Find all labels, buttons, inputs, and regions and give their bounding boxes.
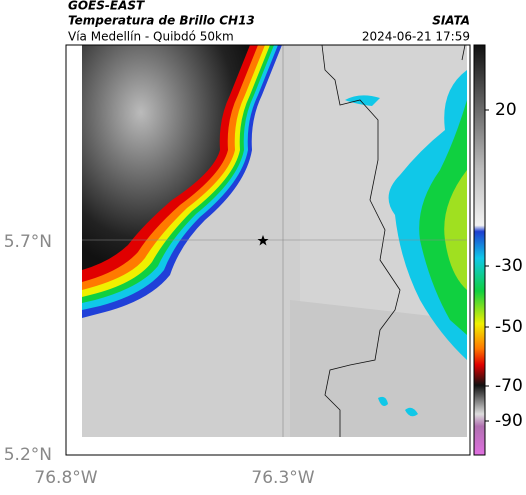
lon-label: 76.3°W bbox=[251, 468, 314, 488]
colorbar-ticks bbox=[485, 109, 489, 422]
route: Vía Medellín - Quibdó 50km bbox=[68, 30, 234, 44]
timestamp: 2024-06-21 17:59 bbox=[362, 30, 470, 44]
agency: SIATA bbox=[432, 14, 470, 28]
satellite-image bbox=[82, 44, 467, 437]
colorbar-tick-label: -70 bbox=[495, 376, 523, 396]
lon-label: 76.8°W bbox=[34, 468, 97, 488]
lat-label: 5.7°N bbox=[4, 232, 52, 252]
colorbar-tick-label: 20 bbox=[495, 100, 517, 120]
lat-label: 5.2°N bbox=[4, 445, 52, 465]
product: Temperatura de Brillo CH13 bbox=[68, 14, 255, 28]
colorbar-tick-label: -50 bbox=[495, 317, 523, 337]
colorbar bbox=[473, 44, 486, 456]
colorbar-tick-label: -90 bbox=[495, 411, 523, 431]
colorbar-tick-label: -30 bbox=[495, 256, 523, 276]
map-frame bbox=[65, 44, 471, 456]
source: GOES-EAST bbox=[68, 0, 145, 13]
